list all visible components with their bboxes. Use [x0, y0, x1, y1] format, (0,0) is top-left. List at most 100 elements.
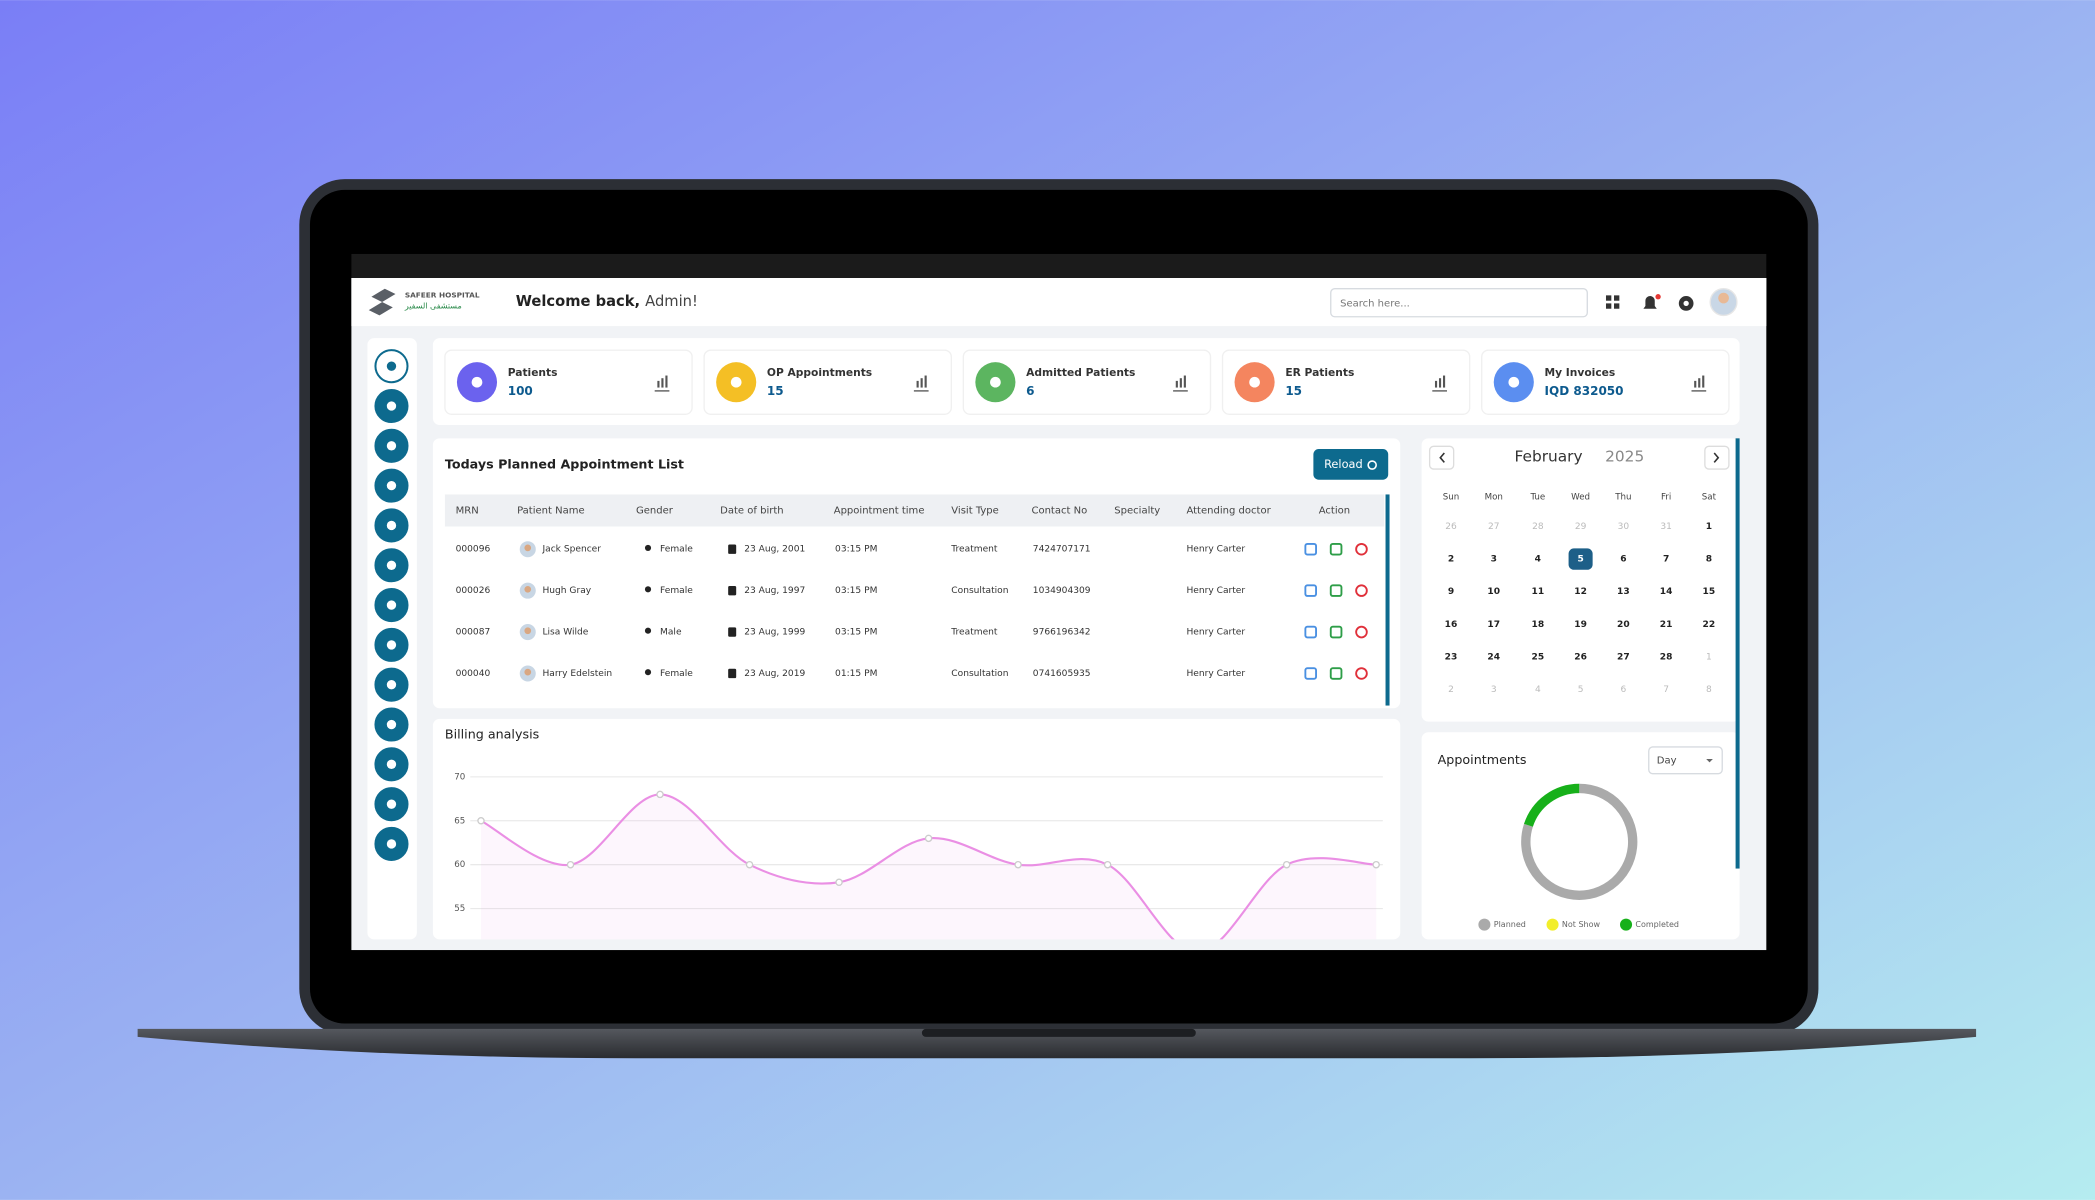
calendar-day[interactable]: 2	[1448, 685, 1454, 695]
contact-no: 9766196342	[1033, 628, 1091, 638]
stat-glyph	[730, 376, 742, 388]
nav-glyph	[386, 361, 397, 371]
calendar-day[interactable]: 27	[1617, 652, 1630, 662]
weekday: Mon	[1485, 493, 1503, 503]
calendar-day[interactable]: 1	[1706, 522, 1712, 532]
calendar-day[interactable]: 4	[1535, 685, 1541, 695]
apps-icon[interactable]	[1605, 295, 1620, 309]
line-point	[1103, 860, 1112, 869]
view-action[interactable]	[1304, 625, 1317, 639]
line-point	[924, 834, 933, 843]
calendar-day[interactable]: 8	[1706, 555, 1712, 565]
calendar-day[interactable]: 5	[1578, 685, 1584, 695]
nav-glyph	[386, 839, 397, 849]
visit-type: Treatment	[950, 628, 998, 638]
prev-month[interactable]	[1428, 445, 1455, 470]
view-action[interactable]	[1304, 542, 1317, 556]
cancel-action[interactable]	[1355, 542, 1368, 556]
stat-label: My Invoices	[1545, 366, 1616, 379]
calendar-day[interactable]: 19	[1574, 620, 1587, 630]
calendar-day[interactable]: 9	[1448, 587, 1454, 597]
calendar-day[interactable]: 17	[1487, 620, 1500, 630]
cancel-action[interactable]	[1355, 625, 1368, 639]
calendar-day[interactable]: 6	[1620, 555, 1626, 565]
calendar-day[interactable]: 20	[1617, 620, 1630, 630]
calendar-day[interactable]: 27	[1488, 522, 1500, 532]
calendar-day[interactable]: 2	[1448, 555, 1454, 565]
calendar-day[interactable]: 28	[1532, 522, 1544, 532]
calendar-day[interactable]: 1	[1706, 652, 1712, 662]
calendar-day[interactable]: 16	[1445, 620, 1458, 630]
calendar-panel	[1421, 438, 1740, 722]
legend-swatch	[1478, 918, 1491, 931]
calendar-day[interactable]: 18	[1532, 620, 1545, 630]
calendar-day[interactable]: 23	[1445, 652, 1458, 662]
calendar-day[interactable]: 26	[1574, 652, 1587, 662]
stat-value: 100	[508, 384, 533, 398]
next-month[interactable]	[1704, 445, 1730, 470]
weekday: Thu	[1614, 493, 1631, 503]
date-of-birth: 23 Aug, 2019	[744, 669, 805, 679]
legend-swatch	[1620, 918, 1633, 931]
avatar-face	[1718, 292, 1729, 304]
stat-label: ER Patients	[1285, 366, 1354, 379]
calendar-day[interactable]: 3	[1491, 555, 1497, 565]
reload-icon	[1367, 460, 1377, 470]
chart-icon-bar	[1179, 378, 1182, 388]
calendar-day[interactable]: 31	[1660, 522, 1672, 532]
patient-avatar-face	[524, 544, 532, 552]
reload-label: Reload	[1324, 457, 1363, 471]
gender-icon	[644, 586, 652, 593]
calendar-day[interactable]: 29	[1575, 522, 1587, 532]
calendar-day[interactable]: 11	[1532, 587, 1545, 597]
calendar-day[interactable]: 4	[1535, 555, 1541, 565]
stat-value: 6	[1026, 384, 1034, 398]
calendar-day[interactable]: 7	[1663, 685, 1669, 695]
column-header: MRN	[456, 505, 479, 516]
gender: Male	[660, 628, 682, 638]
calendar-day[interactable]: 28	[1660, 652, 1673, 662]
calendar-day[interactable]: 10	[1487, 587, 1500, 597]
calendar-day[interactable]: 8	[1706, 685, 1712, 695]
reload-button[interactable]	[1313, 449, 1389, 480]
stat-glyph	[990, 376, 1001, 388]
cancel-action[interactable]	[1355, 584, 1368, 597]
period-select[interactable]	[1648, 746, 1723, 775]
weekday: Fri	[1661, 493, 1671, 503]
calendar-day[interactable]: 21	[1660, 620, 1673, 630]
selected-day	[1568, 548, 1593, 570]
view-action[interactable]	[1304, 667, 1317, 680]
edit-action[interactable]	[1329, 667, 1343, 680]
nav-glyph	[386, 799, 397, 809]
edit-action[interactable]	[1329, 625, 1343, 639]
view-action[interactable]	[1304, 584, 1317, 597]
edit-action[interactable]	[1329, 584, 1343, 597]
calendar-day[interactable]: 6	[1620, 685, 1626, 695]
calendar-day[interactable]: 25	[1532, 652, 1545, 662]
edit-action[interactable]	[1329, 542, 1343, 556]
notification-icon[interactable]	[1643, 296, 1657, 309]
calendar-day[interactable]: 22	[1703, 620, 1716, 630]
calendar-day[interactable]: 15	[1703, 587, 1716, 597]
calendar-day[interactable]: 5	[1577, 555, 1583, 565]
nav-glyph	[386, 480, 397, 491]
cancel-action[interactable]	[1355, 667, 1368, 680]
calendar-day[interactable]: 7	[1663, 555, 1669, 565]
nav-glyph	[386, 600, 397, 610]
calendar-day[interactable]: 26	[1445, 522, 1457, 532]
mrn: 000026	[456, 586, 491, 596]
calendar-day[interactable]: 13	[1617, 587, 1630, 597]
chart-icon-bar	[1434, 380, 1438, 388]
nav-glyph	[386, 401, 397, 411]
calendar-day[interactable]: 14	[1660, 587, 1673, 597]
notification-dot	[1655, 294, 1661, 300]
calendar-day[interactable]: 3	[1491, 685, 1497, 695]
calendar-day[interactable]: 24	[1487, 652, 1500, 662]
line-point	[656, 790, 664, 799]
visit-type: Treatment	[950, 545, 998, 555]
calendar-day[interactable]: 30	[1618, 522, 1630, 532]
search-box[interactable]	[1330, 288, 1588, 318]
table-header	[444, 494, 1385, 527]
calendar-day[interactable]: 12	[1574, 587, 1587, 597]
